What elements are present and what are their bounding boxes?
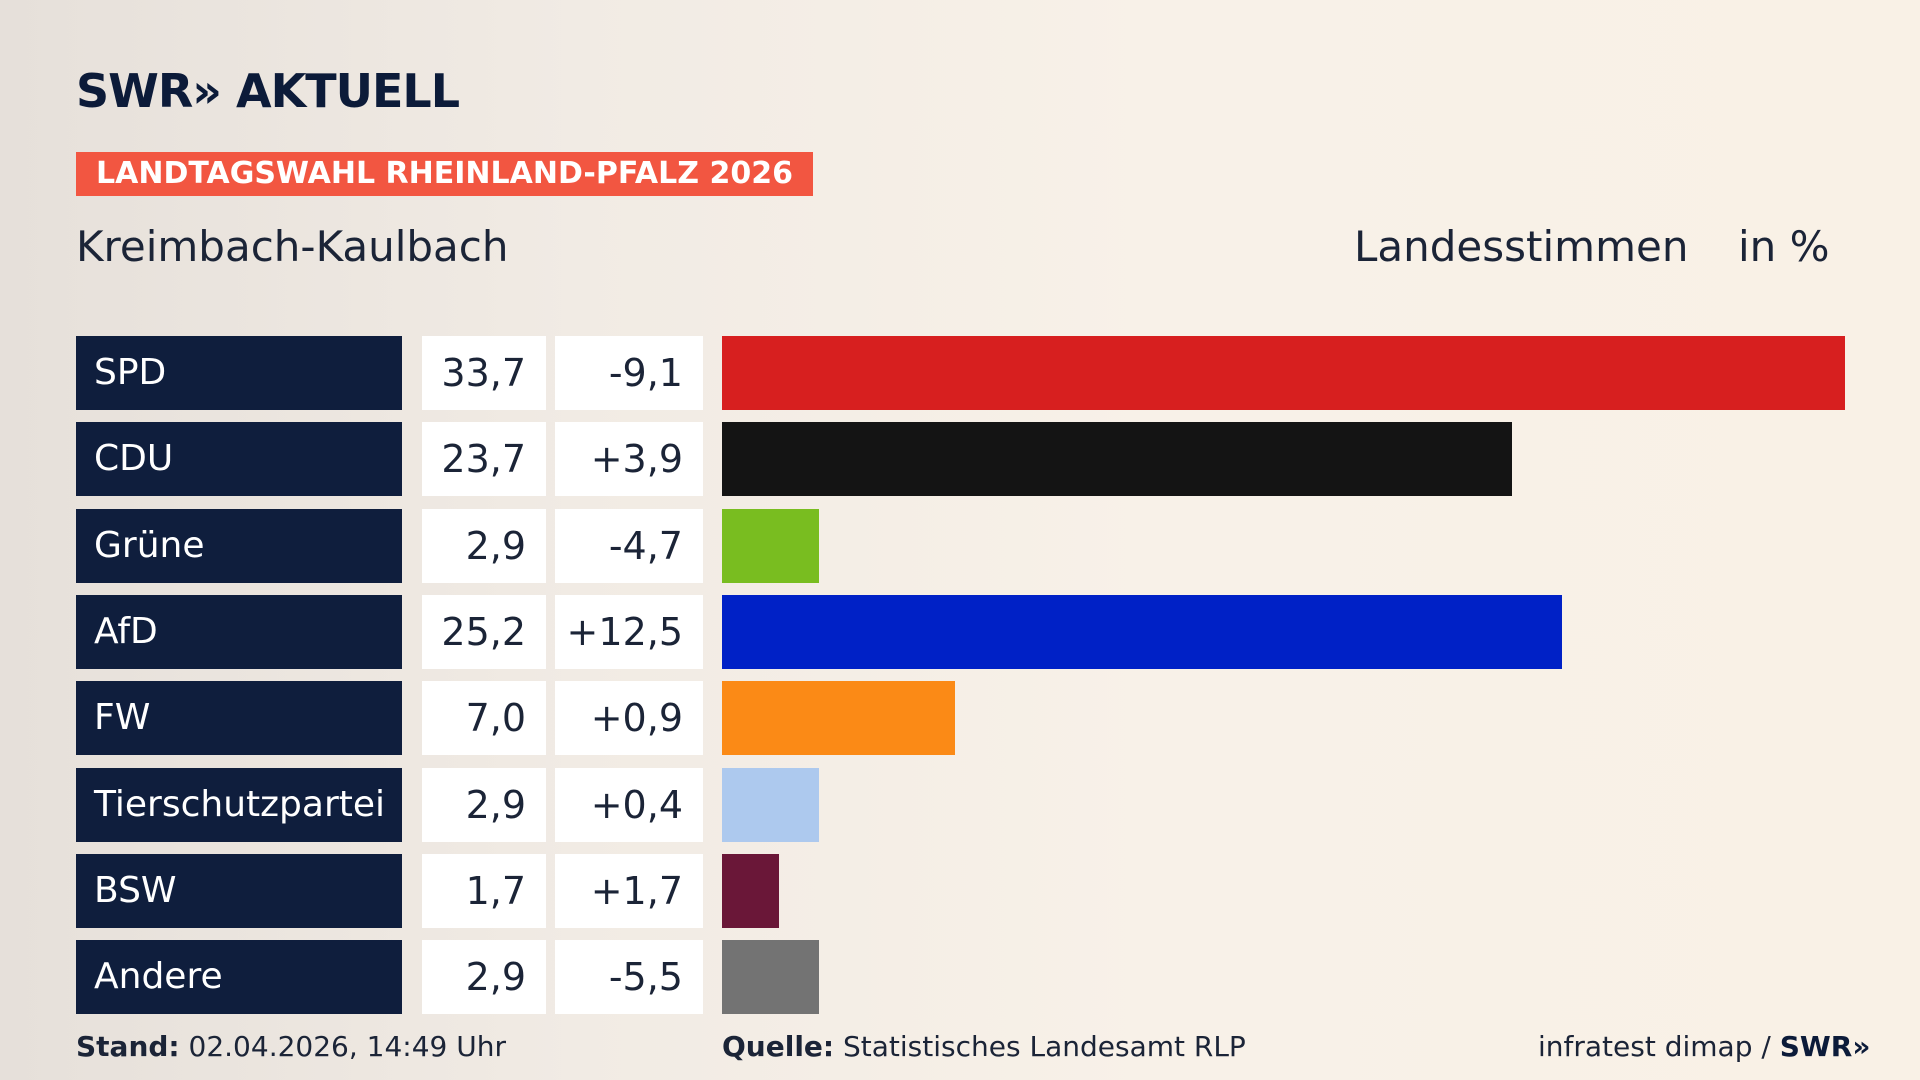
source-info: Quelle: Statistisches Landesamt RLP [722, 1030, 1246, 1063]
municipality-title: Kreimbach-Kaulbach [76, 222, 509, 271]
party-label: BSW [76, 854, 402, 928]
vote-change-value: -5,5 [555, 940, 703, 1014]
stand-label: Stand: [76, 1030, 180, 1063]
vote-change-value: +3,9 [555, 422, 703, 496]
vote-share-value: 33,7 [422, 336, 546, 410]
result-row: CDU 23,7 +3,9 [0, 422, 1920, 496]
vote-share-value: 25,2 [422, 595, 546, 669]
vote-change-value: +1,7 [555, 854, 703, 928]
result-row: FW 7,0 +0,9 [0, 681, 1920, 755]
party-label: Grüne [76, 509, 402, 583]
unit-label: in % [1738, 222, 1830, 271]
swr-aktuell-logo: SWR» AKTUELL [76, 64, 460, 118]
party-label: FW [76, 681, 402, 755]
vote-share-bar [722, 940, 819, 1014]
stand-value: 02.04.2026, 14:49 Uhr [188, 1030, 506, 1063]
vote-share-value: 2,9 [422, 768, 546, 842]
vote-change-value: +0,9 [555, 681, 703, 755]
party-label: SPD [76, 336, 402, 410]
result-row: Tierschutzpartei 2,9 +0,4 [0, 768, 1920, 842]
vote-share-bar [722, 509, 819, 583]
party-label: Tierschutzpartei [76, 768, 402, 842]
vote-type-label: Landesstimmen [1354, 222, 1689, 271]
swr-small-logo: SWR» [1779, 1030, 1871, 1063]
result-row: BSW 1,7 +1,7 [0, 854, 1920, 928]
result-row: SPD 33,7 -9,1 [0, 336, 1920, 410]
party-label: AfD [76, 595, 402, 669]
vote-share-value: 2,9 [422, 509, 546, 583]
vote-share-bar [722, 595, 1562, 669]
vote-change-value: -9,1 [555, 336, 703, 410]
vote-share-bar [722, 854, 779, 928]
vote-change-value: +0,4 [555, 768, 703, 842]
stand-info: Stand: 02.04.2026, 14:49 Uhr [76, 1030, 506, 1063]
source-label: Quelle: [722, 1030, 835, 1063]
credit-text: infratest dimap / [1538, 1030, 1780, 1063]
vote-share-value: 7,0 [422, 681, 546, 755]
vote-share-value: 2,9 [422, 940, 546, 1014]
vote-change-value: +12,5 [555, 595, 703, 669]
result-row: AfD 25,2 +12,5 [0, 595, 1920, 669]
source-value: Statistisches Landesamt RLP [843, 1030, 1246, 1063]
credit-info: infratest dimap / SWR» [1538, 1030, 1870, 1063]
result-row: Andere 2,9 -5,5 [0, 940, 1920, 1014]
party-label: CDU [76, 422, 402, 496]
vote-share-bar [722, 768, 819, 842]
vote-share-bar [722, 681, 955, 755]
vote-share-value: 23,7 [422, 422, 546, 496]
vote-share-bar [722, 422, 1512, 496]
vote-change-value: -4,7 [555, 509, 703, 583]
election-tag: LANDTAGSWAHL RHEINLAND-PFALZ 2026 [76, 152, 813, 196]
vote-share-bar [722, 336, 1845, 410]
party-label: Andere [76, 940, 402, 1014]
result-row: Grüne 2,9 -4,7 [0, 509, 1920, 583]
vote-share-value: 1,7 [422, 854, 546, 928]
